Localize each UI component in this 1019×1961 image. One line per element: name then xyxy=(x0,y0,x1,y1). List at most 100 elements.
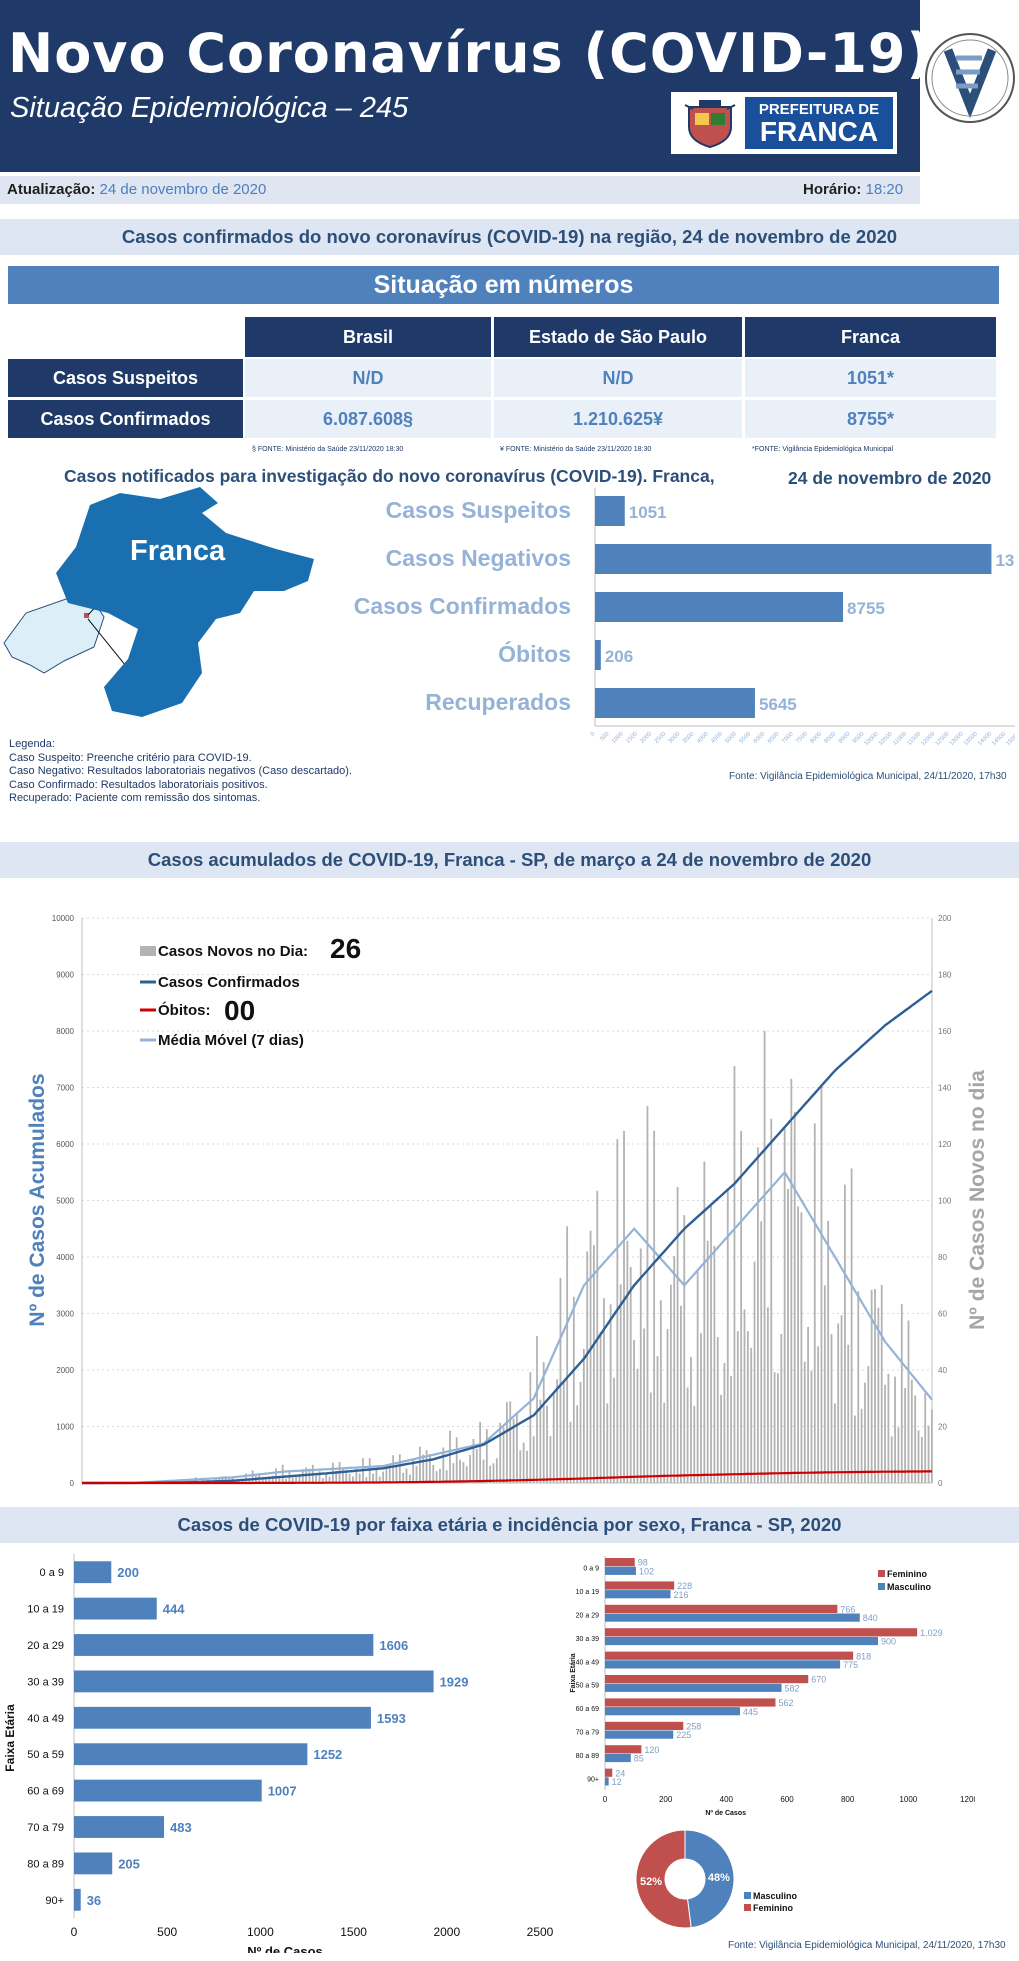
cum-new-case-bar xyxy=(733,1065,736,1483)
sex-value-label: 98 xyxy=(638,1558,648,1568)
cum-new-case-bar xyxy=(455,1437,458,1483)
cum-new-case-bar xyxy=(790,1078,793,1483)
cum-new-case-bar xyxy=(566,1226,569,1483)
acumulados-line-chart: 0100020003000400050006000700080009000100… xyxy=(26,914,989,1488)
age-category-label: 80 a 89 xyxy=(27,1858,64,1870)
sex-value-label: 225 xyxy=(676,1730,691,1740)
legend-negativo: Caso Negativo: Resultados laboratoriais … xyxy=(9,765,353,777)
cum-new-case-bar xyxy=(780,1333,783,1483)
sex-value-label: 900 xyxy=(881,1637,896,1647)
pie-legend-swatch xyxy=(744,1904,751,1911)
cum-new-case-bar xyxy=(248,1478,251,1483)
age-value-label: 1007 xyxy=(268,1784,297,1799)
cum-new-case-bar xyxy=(927,1425,930,1483)
age-bar xyxy=(74,1888,81,1911)
cum-new-case-bar xyxy=(586,1251,589,1483)
cum-new-case-bar xyxy=(920,1436,923,1483)
update-label: Atualização: xyxy=(7,181,96,198)
cum-new-case-bar xyxy=(475,1448,478,1483)
cum-confirmed-line xyxy=(82,989,933,1485)
cum-new-case-bar xyxy=(763,1030,766,1483)
cum-new-case-bar xyxy=(840,1315,843,1483)
cum-new-case-bar xyxy=(395,1465,398,1483)
confirmados-brasil: 6.087.608§ xyxy=(245,400,491,438)
notif-tick-label: 12000 xyxy=(920,731,937,748)
cum-new-case-bar xyxy=(499,1422,502,1483)
cum-right-tick: 40 xyxy=(938,1366,947,1375)
cum-new-case-bar xyxy=(402,1472,405,1483)
age-x-tick: 500 xyxy=(157,1925,177,1939)
cum-new-case-bar xyxy=(388,1463,391,1483)
pie-legend-label: Masculino xyxy=(753,1891,798,1901)
sex-bar-masculino xyxy=(605,1730,674,1739)
section-faixa-title: Casos de COVID-19 por faixa etária e inc… xyxy=(0,1507,1019,1543)
cum-new-case-bar xyxy=(572,1296,575,1483)
cum-new-case-bar xyxy=(556,1379,558,1483)
cum-new-case-bar xyxy=(459,1459,461,1483)
cum-new-case-bar xyxy=(793,1111,796,1483)
cum-new-case-bar xyxy=(546,1405,548,1483)
notif-tick-label: 4000 xyxy=(696,731,710,745)
cum-new-case-bar xyxy=(224,1476,227,1483)
legend-deaths-count: 00 xyxy=(224,995,255,1026)
age-ylabel: Faixa Etária xyxy=(3,1704,17,1772)
sex-bar-feminino xyxy=(605,1651,854,1660)
notif-tick-label: 15000 xyxy=(1005,731,1015,748)
age-category-label: 50 a 59 xyxy=(27,1749,64,1761)
sex-value-label: 582 xyxy=(785,1683,800,1693)
notif-tick-label: 1500 xyxy=(625,731,639,745)
cum-new-case-bar xyxy=(318,1471,321,1483)
pie-legend-label: Feminino xyxy=(753,1903,794,1913)
cum-new-case-bar xyxy=(884,1384,886,1483)
col-sao-paulo: Estado de São Paulo xyxy=(494,317,742,357)
sex-bar-feminino xyxy=(605,1558,635,1567)
cum-new-case-bar xyxy=(897,1427,900,1483)
notif-tick-label: 14000 xyxy=(977,731,994,748)
sex-bar-masculino xyxy=(605,1590,671,1599)
cum-new-case-bar xyxy=(495,1458,498,1483)
legend-new-swatch xyxy=(140,946,156,956)
cum-new-case-bar xyxy=(412,1460,415,1483)
cum-new-case-bar xyxy=(686,1387,689,1483)
cum-new-case-bar xyxy=(291,1477,294,1483)
cum-new-case-bar xyxy=(425,1450,428,1483)
cum-new-case-bar xyxy=(857,1291,860,1483)
cum-new-case-bar xyxy=(931,1409,933,1483)
franca-municipality-map xyxy=(56,487,314,717)
cum-new-case-bar xyxy=(894,1376,896,1483)
section-acumulados-title: Casos acumulados de COVID-19, Franca - S… xyxy=(0,842,1019,878)
cum-new-case-bar xyxy=(803,1361,806,1483)
cum-new-case-bar xyxy=(552,1392,555,1483)
cum-new-case-bar xyxy=(680,1305,682,1483)
cum-new-case-bar xyxy=(820,1086,823,1483)
cum-new-case-bar xyxy=(295,1477,297,1483)
cum-left-tick: 5000 xyxy=(56,1197,74,1206)
vigilancia-logo xyxy=(925,33,1015,123)
age-category-label: 70 a 79 xyxy=(27,1822,64,1834)
age-x-tick: 0 xyxy=(71,1925,78,1939)
cum-new-case-bar xyxy=(452,1463,455,1483)
pie-legend-swatch xyxy=(744,1892,751,1899)
notif-tick-label: 6500 xyxy=(767,731,781,745)
footnote-sp: ¥ FONTE: Ministério da Saúde 23/11/2020 … xyxy=(500,446,652,453)
cum-new-case-bar xyxy=(519,1450,522,1483)
age-value-label: 1929 xyxy=(440,1674,469,1689)
sex-bar-masculino xyxy=(605,1613,860,1622)
sex-bar-feminino xyxy=(605,1768,613,1777)
cum-new-case-bar xyxy=(512,1418,515,1483)
cum-new-case-bar xyxy=(278,1475,281,1483)
cum-right-tick: 60 xyxy=(938,1310,947,1319)
notif-category-label: Casos Suspeitos xyxy=(386,497,571,523)
cum-ylabel-left: Nº de Casos Acumulados xyxy=(26,1073,49,1326)
cum-new-case-bar xyxy=(613,1377,615,1483)
age-x-tick: 1500 xyxy=(340,1925,367,1939)
notificados-legend: Legenda: Caso Suspeito: Preenche critéri… xyxy=(9,738,352,806)
age-value-label: 1593 xyxy=(377,1711,406,1726)
cum-new-case-bar xyxy=(730,1375,733,1483)
footnote-franca: *FONTE: Vigilância Epidemiológica Munici… xyxy=(752,446,894,453)
cum-new-case-bar xyxy=(271,1475,274,1483)
sex-bar-masculino xyxy=(605,1566,636,1575)
age-category-label: 0 a 9 xyxy=(40,1567,64,1579)
cum-new-case-bar xyxy=(810,1370,813,1483)
cum-new-case-bar xyxy=(833,1403,836,1483)
